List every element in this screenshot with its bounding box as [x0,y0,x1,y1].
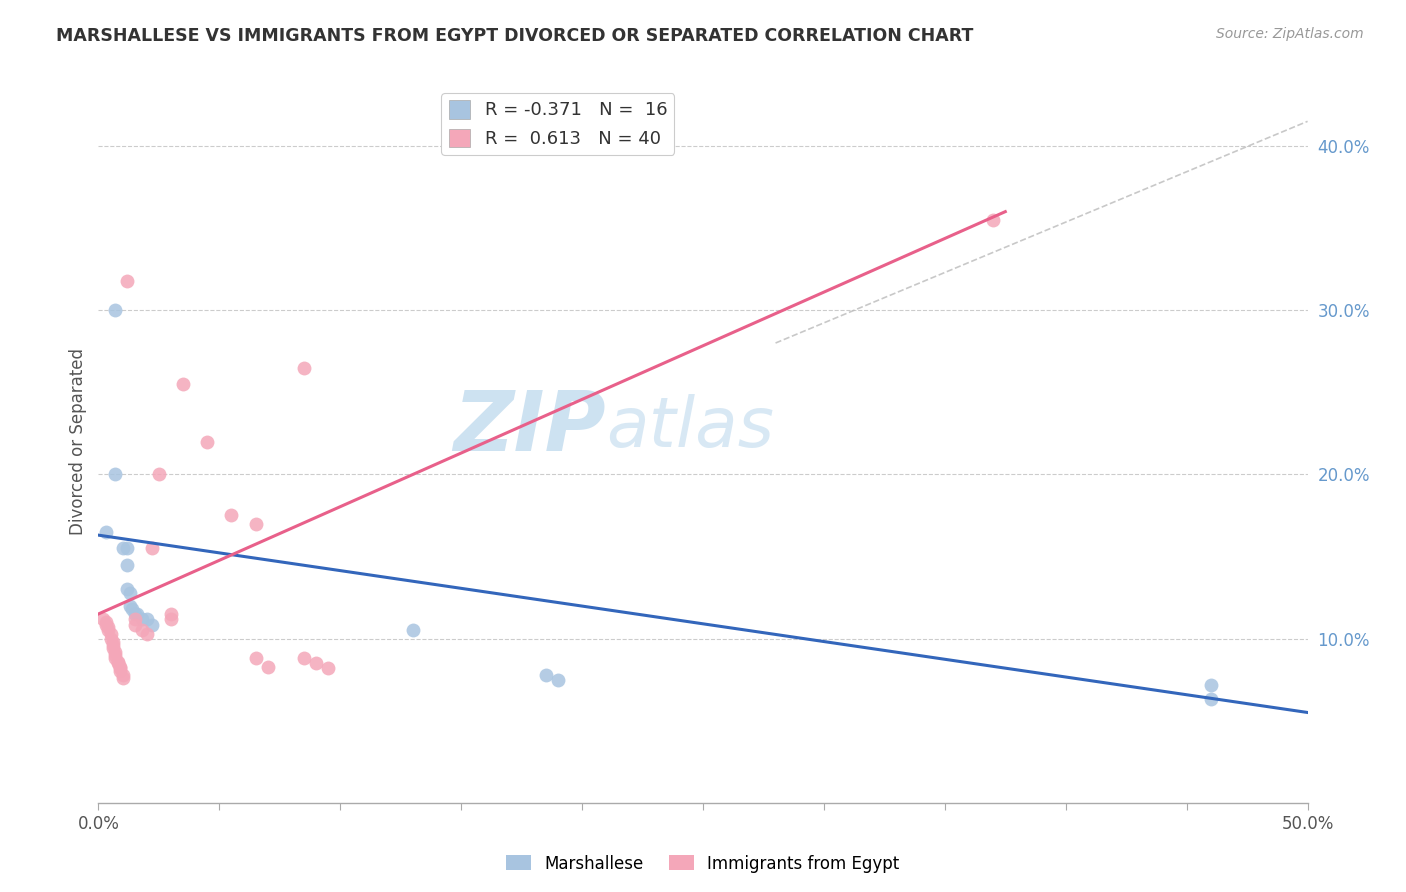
Point [104,303,127,318]
Point [981,212,1004,227]
Point [292,360,315,375]
Text: MARSHALLESE VS IMMIGRANTS FROM EGYPT DIVORCED OR SEPARATED CORRELATION CHART: MARSHALLESE VS IMMIGRANTS FROM EGYPT DIV… [56,27,973,45]
Point [148,467,170,482]
Point [221,508,243,523]
Y-axis label: Divorced or Separated: Divorced or Separated [69,348,87,535]
Point [292,651,315,665]
Text: Source: ZipAtlas.com: Source: ZipAtlas.com [1216,27,1364,41]
Point [316,661,339,675]
Point [111,671,134,685]
Point [104,645,127,659]
Point [1199,677,1222,691]
Point [1199,692,1222,706]
Point [124,612,146,626]
Point [108,659,131,673]
Point [94,618,117,632]
Point [91,612,114,626]
Point [135,626,157,640]
Point [131,612,153,626]
Point [111,667,134,681]
Point [100,632,122,646]
Point [117,558,139,572]
Point [124,607,146,621]
Point [245,651,267,665]
Point [104,651,127,665]
Point [97,620,120,634]
Point [101,635,124,649]
Point [101,638,124,652]
Point [118,599,141,613]
Point [107,655,129,669]
Point [104,648,127,662]
Point [100,626,122,640]
Point [118,585,141,599]
Point [256,659,278,673]
Text: atlas: atlas [606,393,775,460]
Point [117,582,139,597]
Point [160,612,183,626]
Point [135,612,157,626]
Legend: R = -0.371   N =  16, R =  0.613   N = 40: R = -0.371 N = 16, R = 0.613 N = 40 [441,93,675,155]
Point [141,618,163,632]
Point [547,673,569,687]
Text: ZIP: ZIP [454,386,606,467]
Point [245,516,267,531]
Point [121,602,143,616]
Point [117,541,139,556]
Point [97,624,120,638]
Point [131,624,153,638]
Point [111,541,134,556]
Point [101,641,124,656]
Point [195,434,218,449]
Point [117,274,139,288]
Point [94,524,117,539]
Point [104,467,127,482]
Point [108,665,131,679]
Point [160,607,183,621]
Point [127,607,149,621]
Point [534,667,557,681]
Legend: Marshallese, Immigrants from Egypt: Marshallese, Immigrants from Egypt [499,848,907,880]
Point [172,377,194,392]
Point [124,618,146,632]
Point [402,624,425,638]
Point [141,541,163,556]
Point [305,657,328,671]
Point [108,661,131,675]
Point [107,657,129,671]
Point [94,615,117,630]
